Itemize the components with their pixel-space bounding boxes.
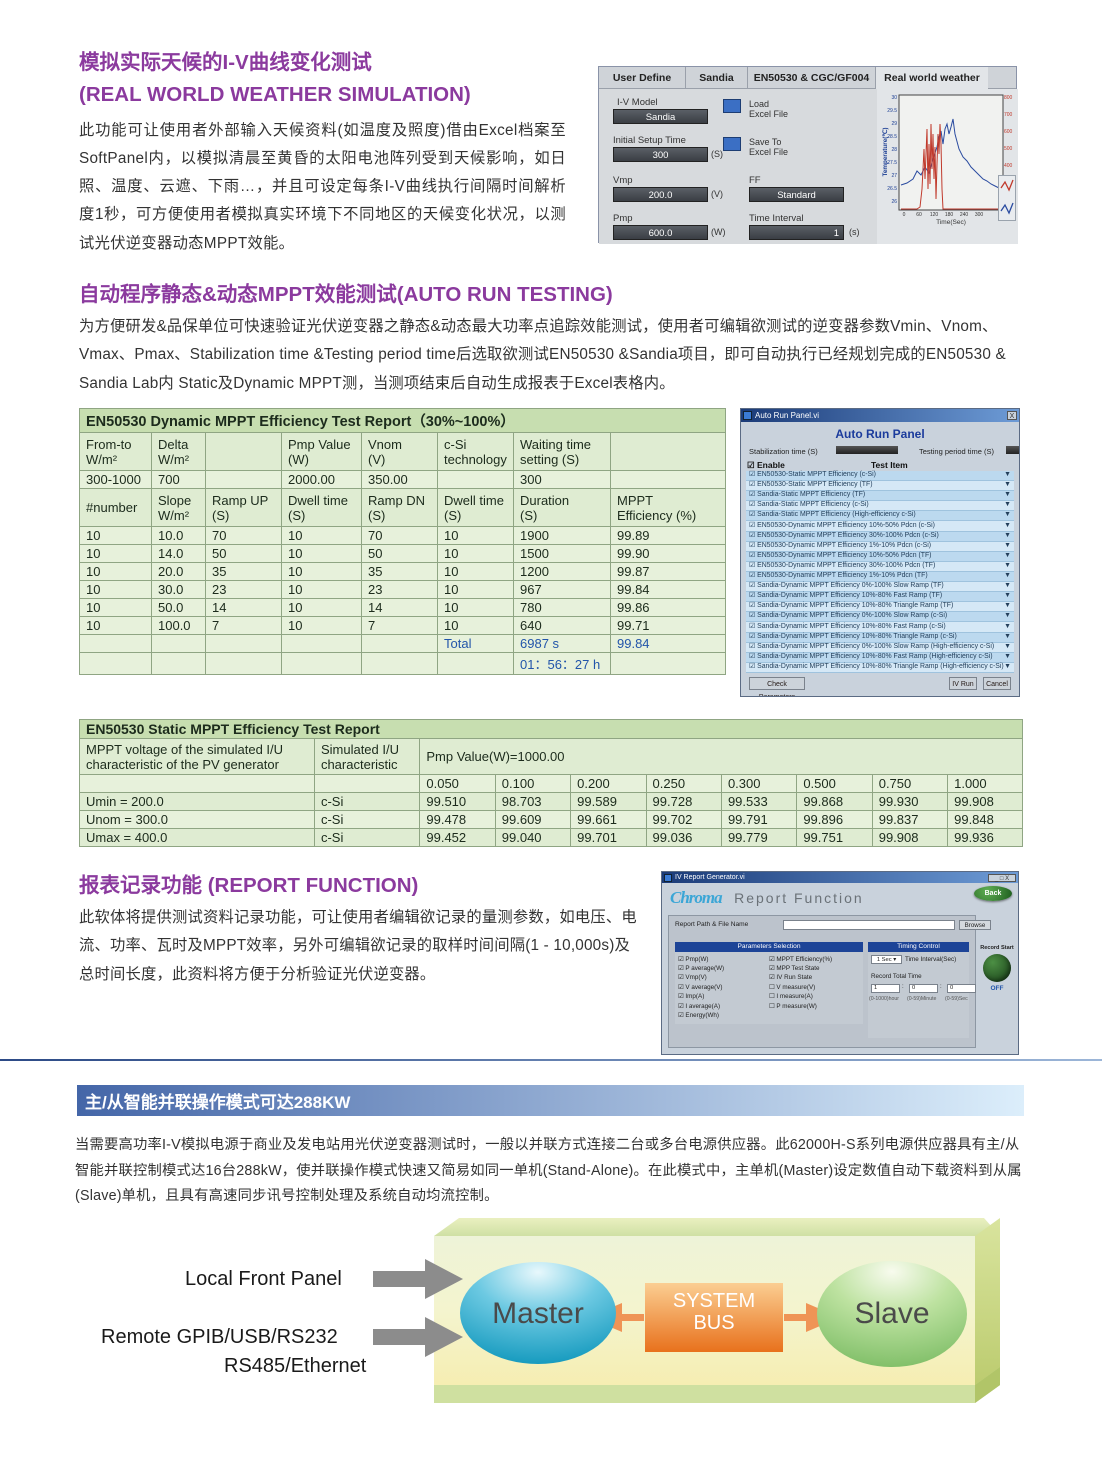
svg-text:Master: Master: [492, 1297, 584, 1330]
svg-text:Local Front Panel: Local Front Panel: [185, 1268, 342, 1290]
svg-text:RS485/Ethernet: RS485/Ethernet: [224, 1355, 367, 1377]
svg-text:BUS: BUS: [693, 1312, 734, 1334]
svg-text:SYSTEM: SYSTEM: [673, 1290, 755, 1312]
svg-text:Slave: Slave: [854, 1297, 929, 1330]
svg-text:Remote GPIB/USB/RS232: Remote GPIB/USB/RS232: [101, 1326, 338, 1348]
